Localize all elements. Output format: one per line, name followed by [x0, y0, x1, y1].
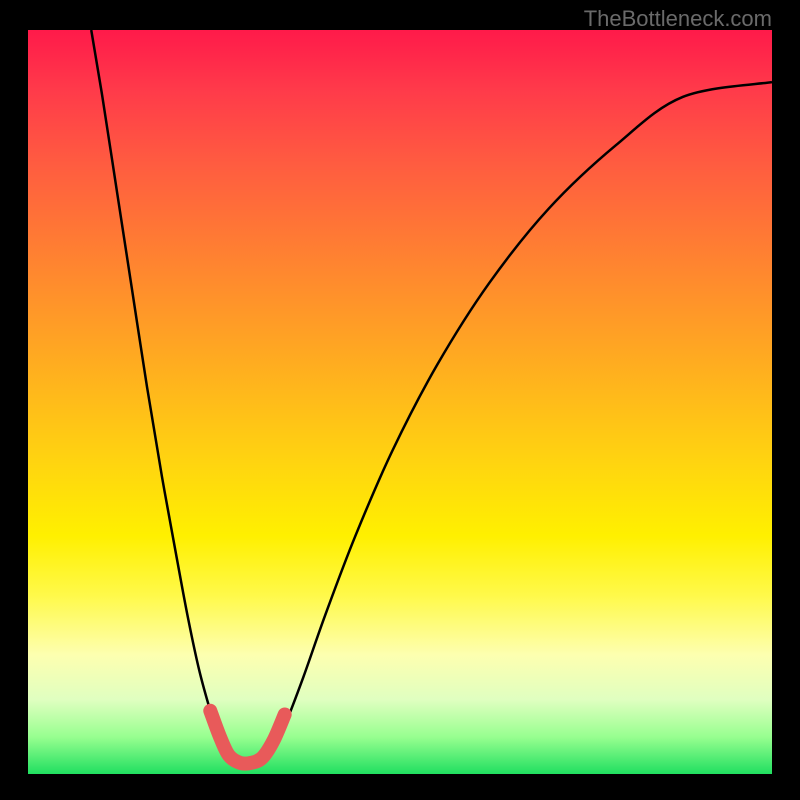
- curves-svg: [28, 30, 772, 774]
- plot-area: [28, 30, 772, 774]
- watermark-text: TheBottleneck.com: [584, 6, 772, 32]
- valley-marker: [210, 711, 284, 764]
- curve-right: [274, 82, 772, 748]
- curve-left: [91, 30, 225, 748]
